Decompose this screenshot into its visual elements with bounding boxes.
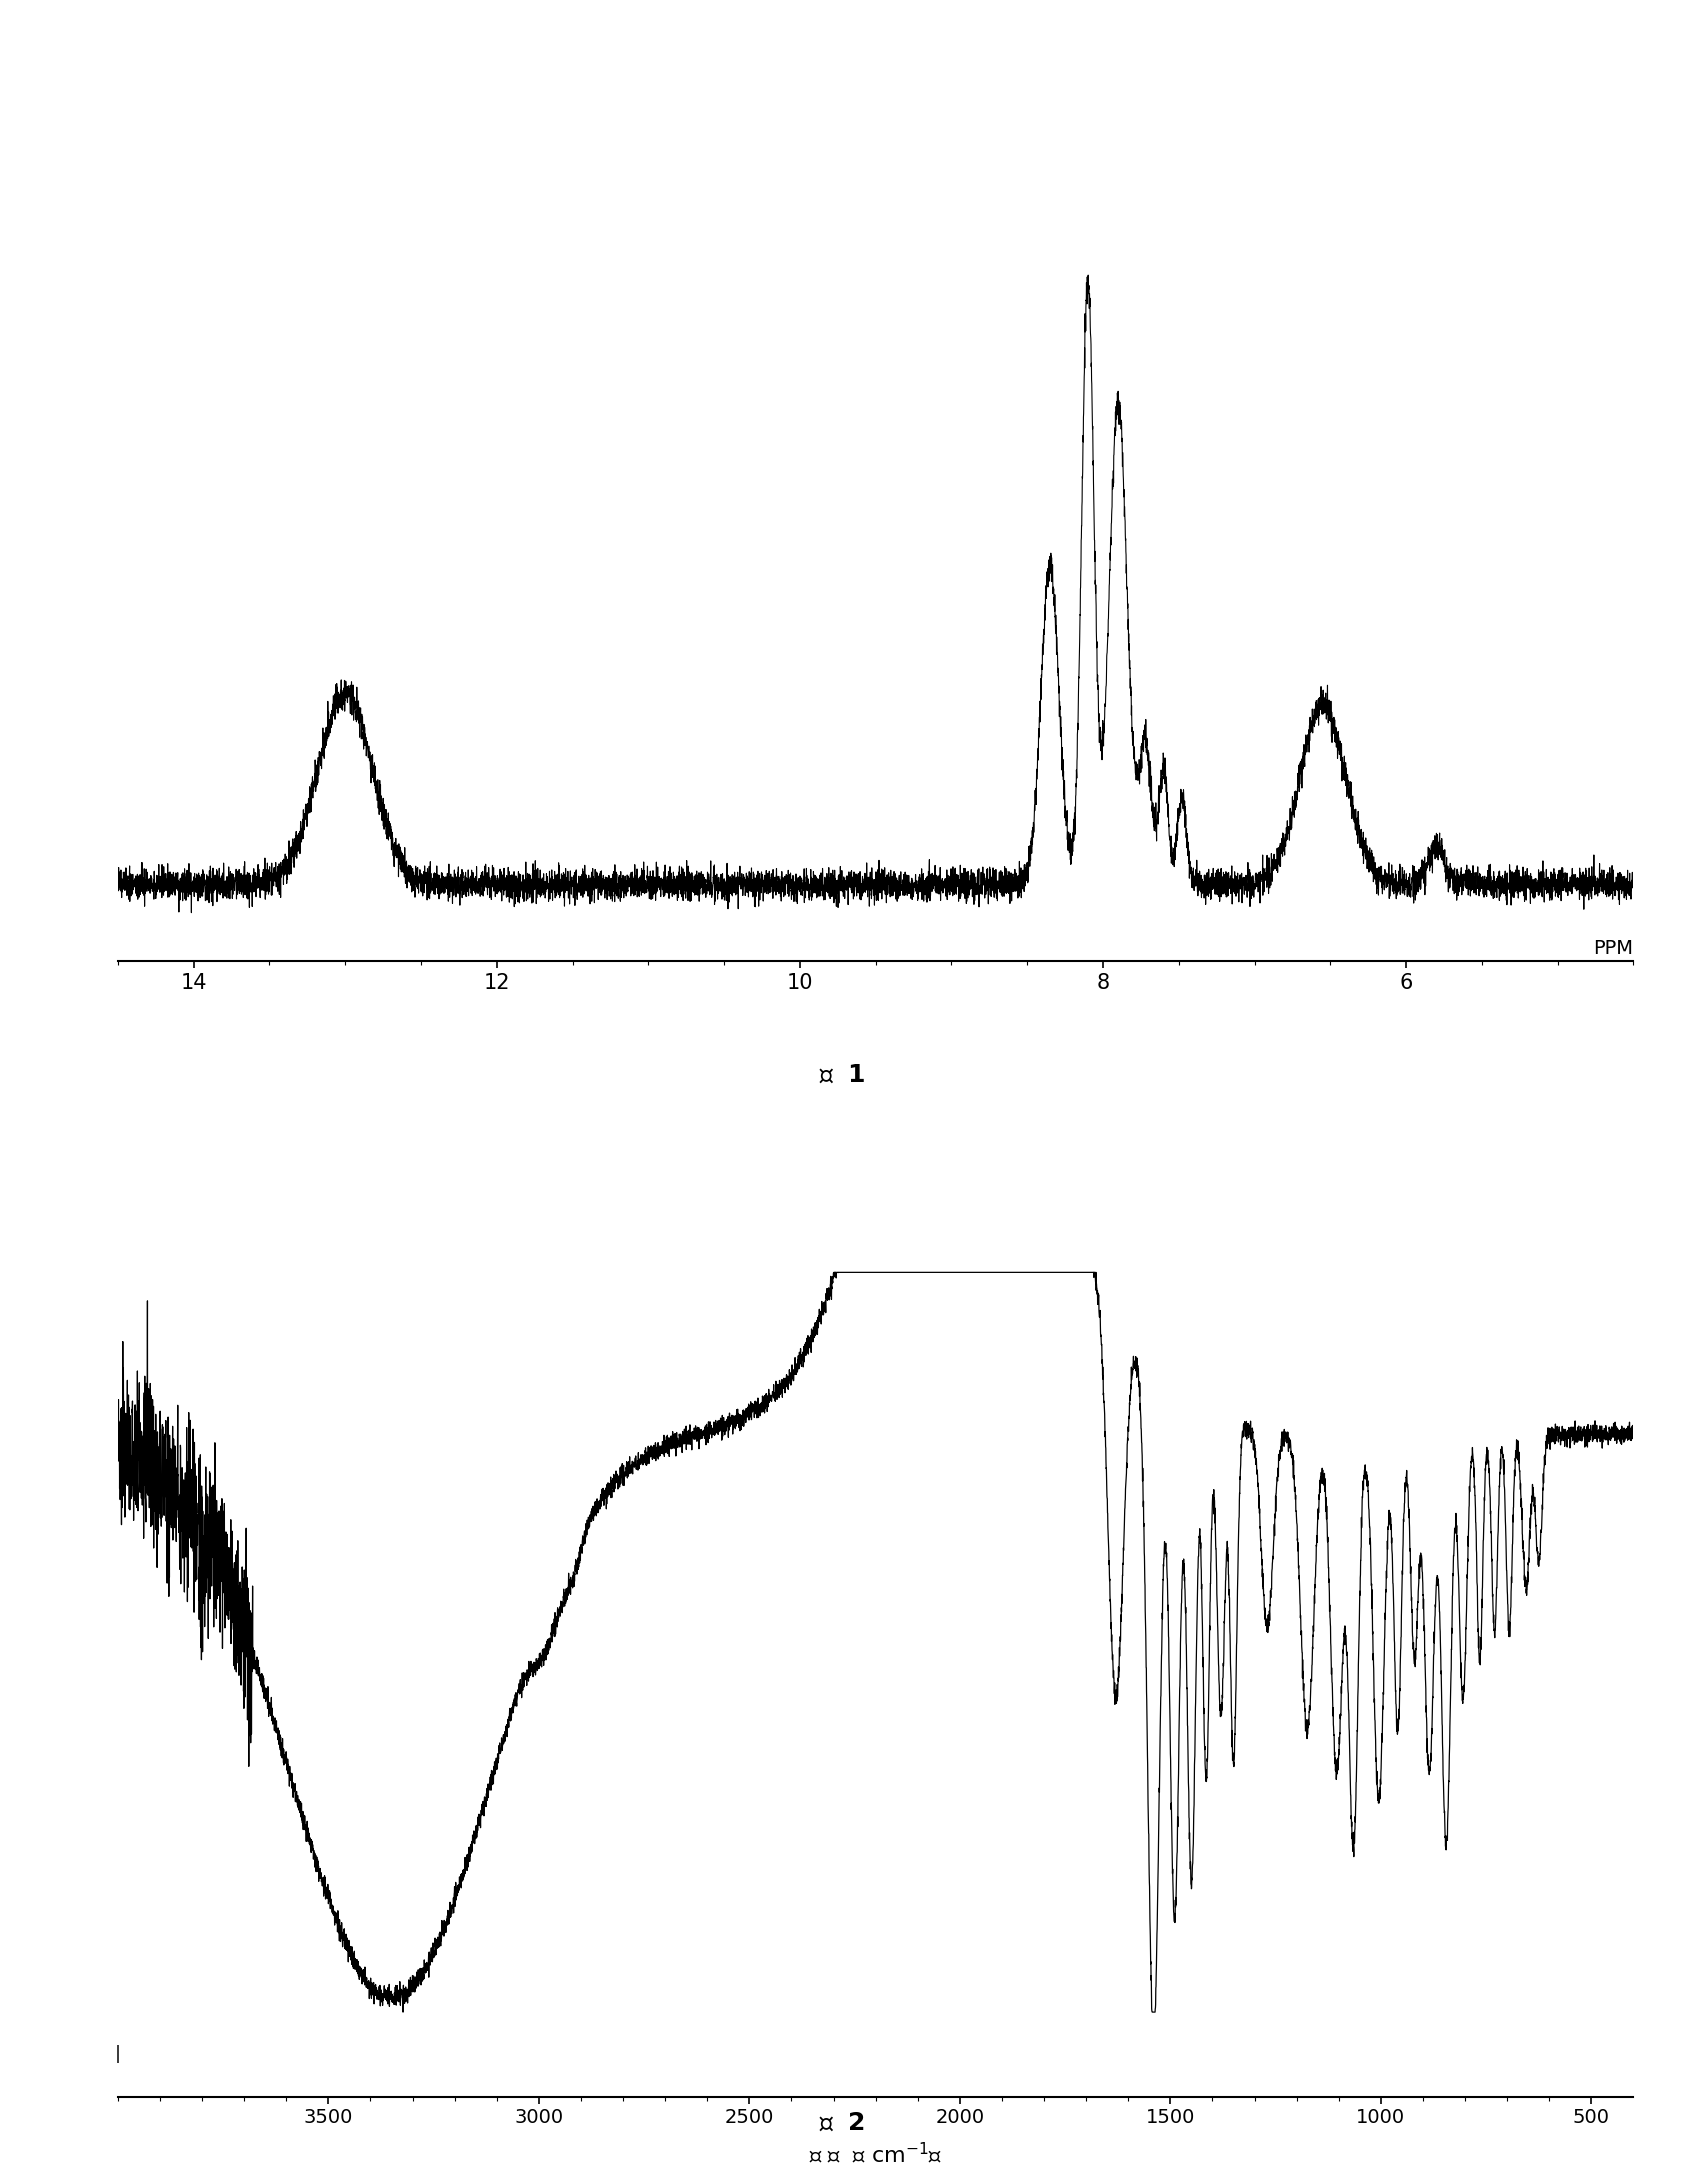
Text: 图  $\mathbf{2}$: 图 $\mathbf{2}$ (818, 2112, 866, 2134)
Text: |: | (115, 2046, 121, 2064)
X-axis label: 波 数  （ cm$^{-1}$）: 波 数 （ cm$^{-1}$） (808, 2140, 943, 2167)
Text: 图  $\mathbf{1}$: 图 $\mathbf{1}$ (818, 1064, 866, 1085)
Text: PPM: PPM (1593, 939, 1633, 957)
